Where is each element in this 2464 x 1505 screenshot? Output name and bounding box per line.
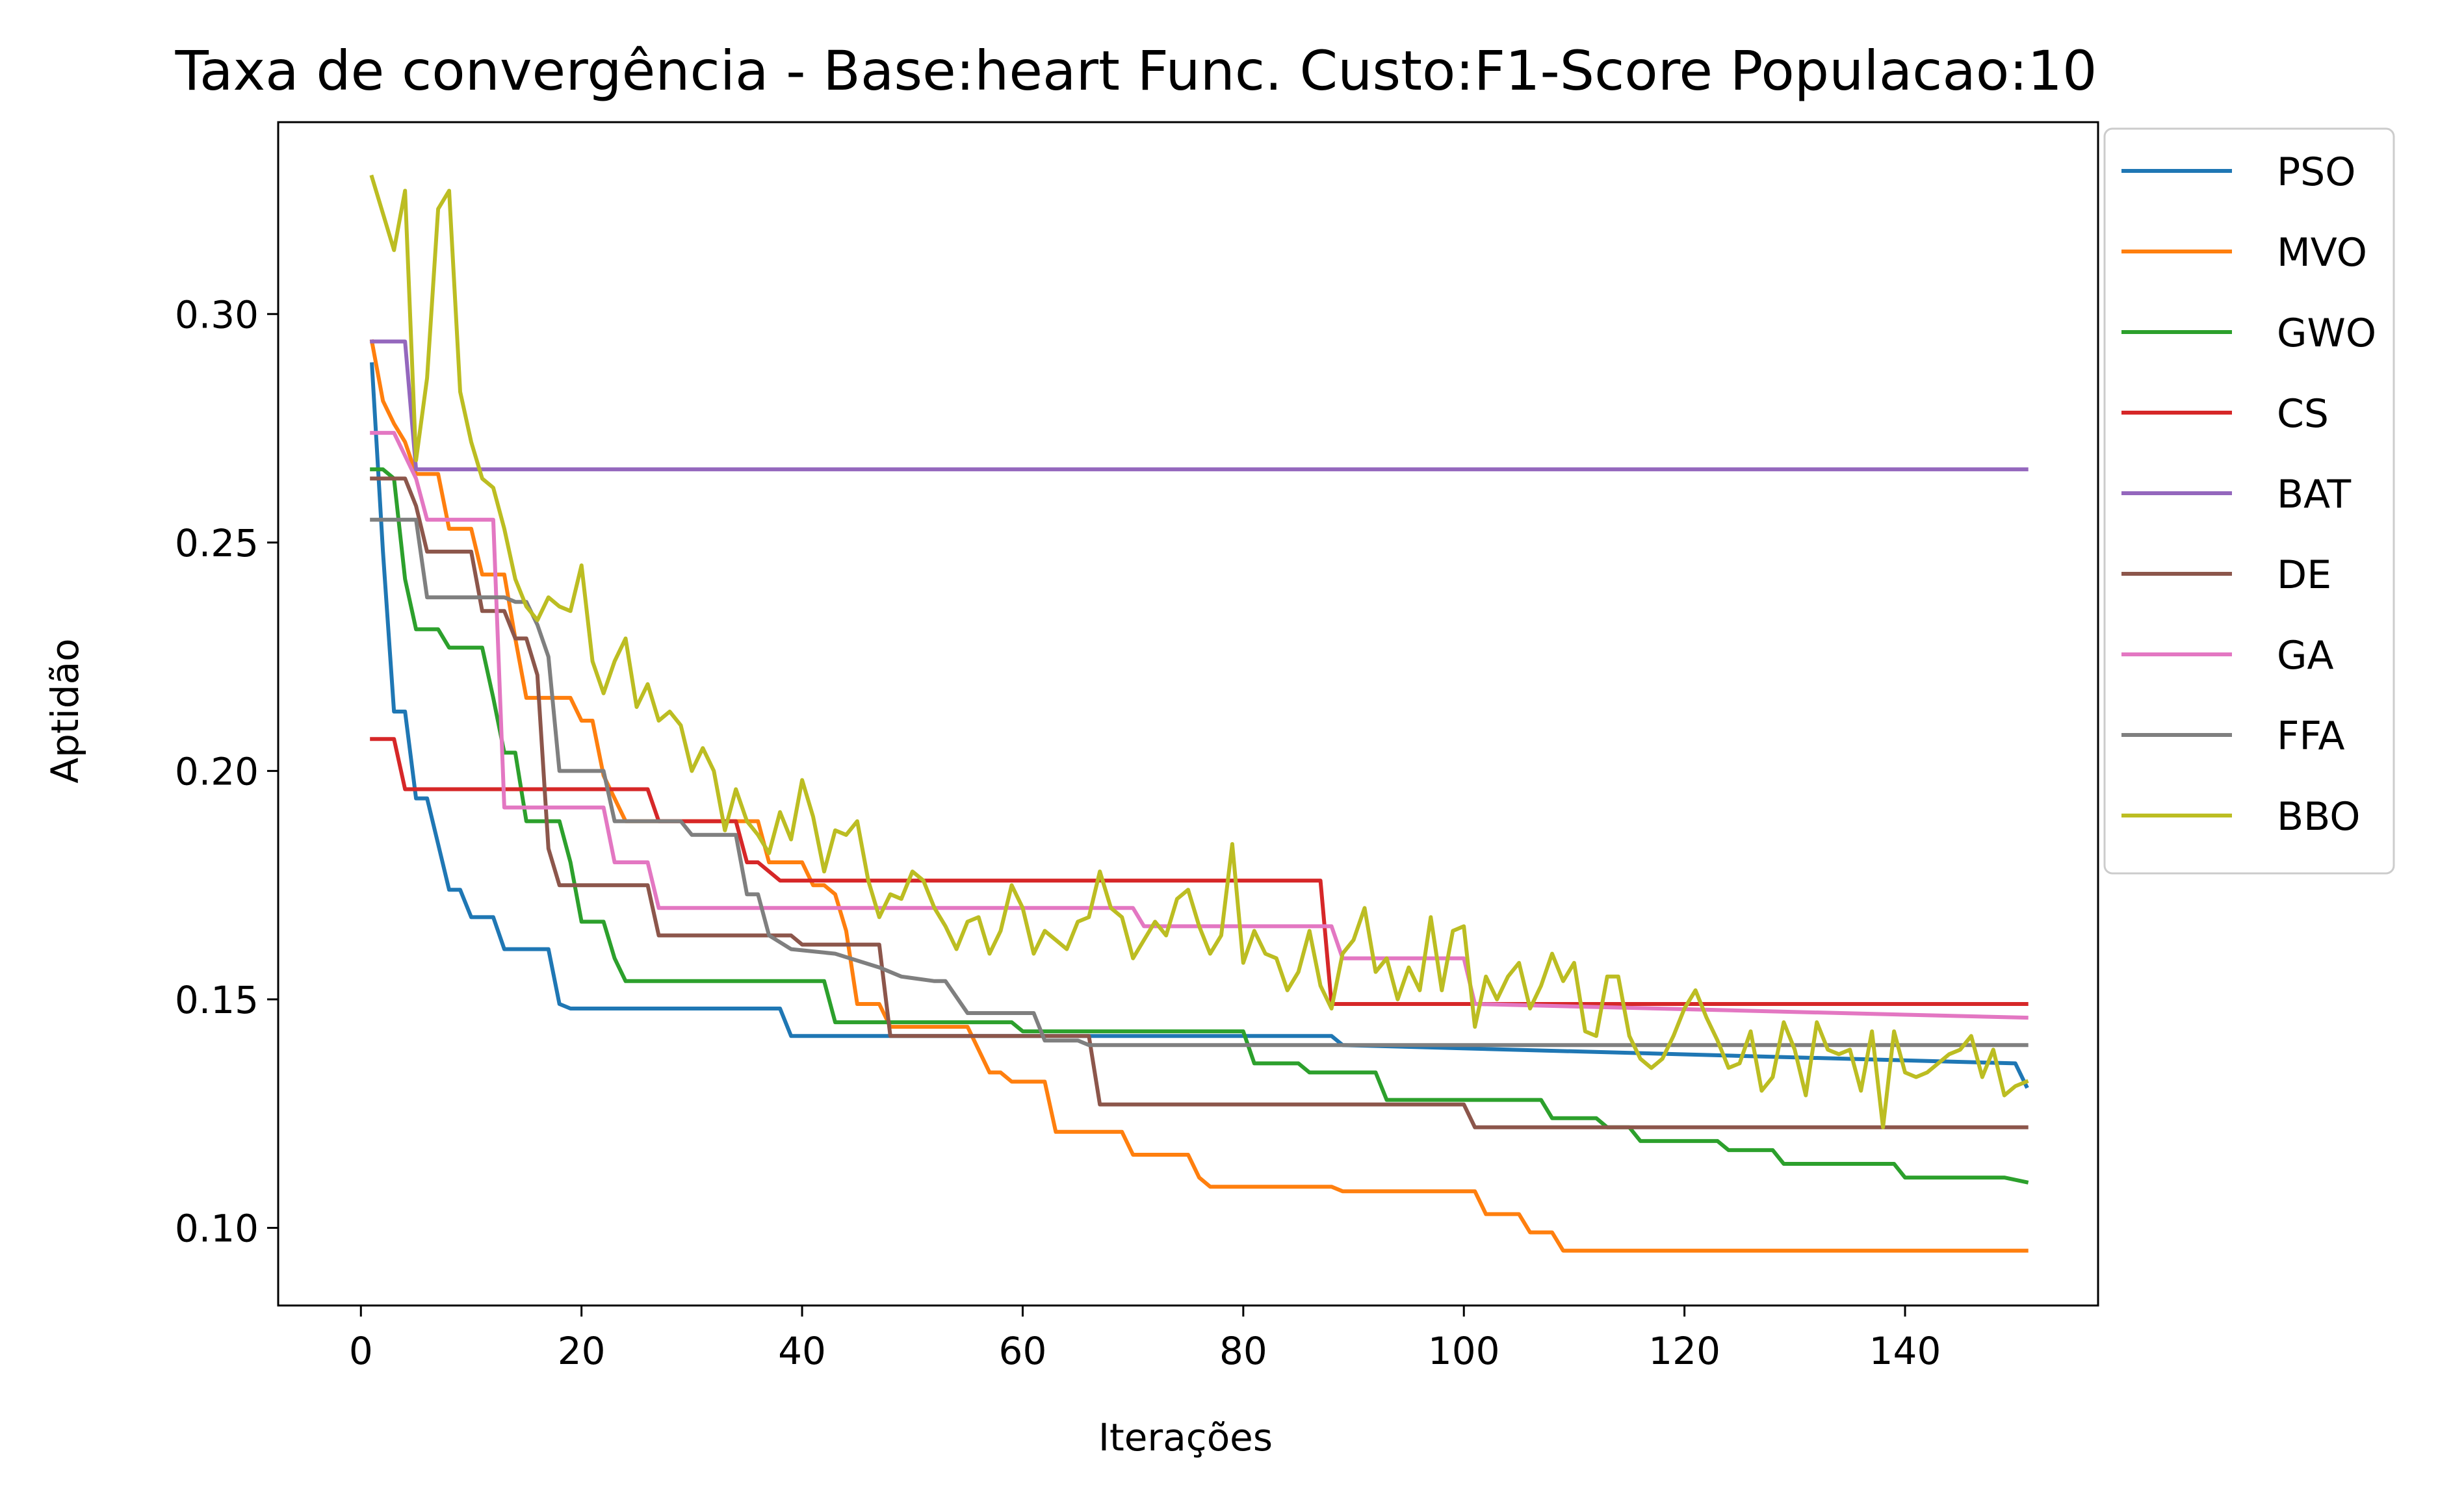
legend-label-cs: CS (2277, 391, 2329, 437)
series-line-bat (370, 339, 2029, 472)
x-axis-label: Iterações (1098, 1415, 1273, 1460)
legend-label-bbo: BBO (2277, 794, 2361, 840)
x-tick-label: 80 (1219, 1329, 1267, 1373)
series-line-gwo (370, 467, 2029, 1185)
legend-box (2103, 127, 2395, 875)
x-axis: 0 20 40 60 80 100 120 140 (349, 1306, 1941, 1373)
x-tick-label: 20 (558, 1329, 606, 1373)
series-line-mvo (369, 339, 2029, 1253)
series-layer (369, 174, 2029, 1253)
legend-label-gwo: GWO (2277, 311, 2376, 356)
y-tick-label: 0.25 (175, 521, 259, 565)
plot-area-frame (277, 121, 2099, 1307)
legend-label-ga: GA (2277, 633, 2334, 678)
y-tick-label: 0.15 (175, 978, 259, 1022)
legend-label-ffa: FFA (2277, 714, 2345, 759)
series-line-ga (370, 431, 2029, 1020)
series-line-cs (370, 737, 2029, 1006)
legend-label-pso: PSO (2277, 149, 2356, 195)
series-line-ffa (370, 517, 2029, 1048)
legend: PSO MVO GWO CS BAT DE GA FFA BBO (2103, 127, 2395, 875)
y-axis-label: Aptidão (43, 638, 87, 783)
x-tick-label: 0 (349, 1329, 373, 1373)
y-axis: 0.10 0.15 0.20 0.25 0.30 (175, 292, 278, 1250)
series-line-bbo (369, 174, 2029, 1129)
legend-label-bat: BAT (2277, 472, 2352, 517)
y-tick-label: 0.10 (175, 1206, 259, 1250)
series-line-de (370, 476, 2029, 1129)
legend-label-mvo: MVO (2277, 230, 2367, 276)
x-tick-label: 40 (778, 1329, 826, 1373)
x-tick-label: 120 (1648, 1329, 1720, 1373)
x-tick-label: 140 (1869, 1329, 1941, 1373)
x-tick-label: 60 (999, 1329, 1047, 1373)
chart-title: Taxa de convergência - Base:heart Func. … (175, 39, 2097, 103)
legend-label-de: DE (2277, 552, 2331, 598)
x-tick-label: 100 (1428, 1329, 1500, 1373)
y-tick-label: 0.20 (175, 749, 259, 793)
y-tick-label: 0.30 (175, 292, 259, 337)
